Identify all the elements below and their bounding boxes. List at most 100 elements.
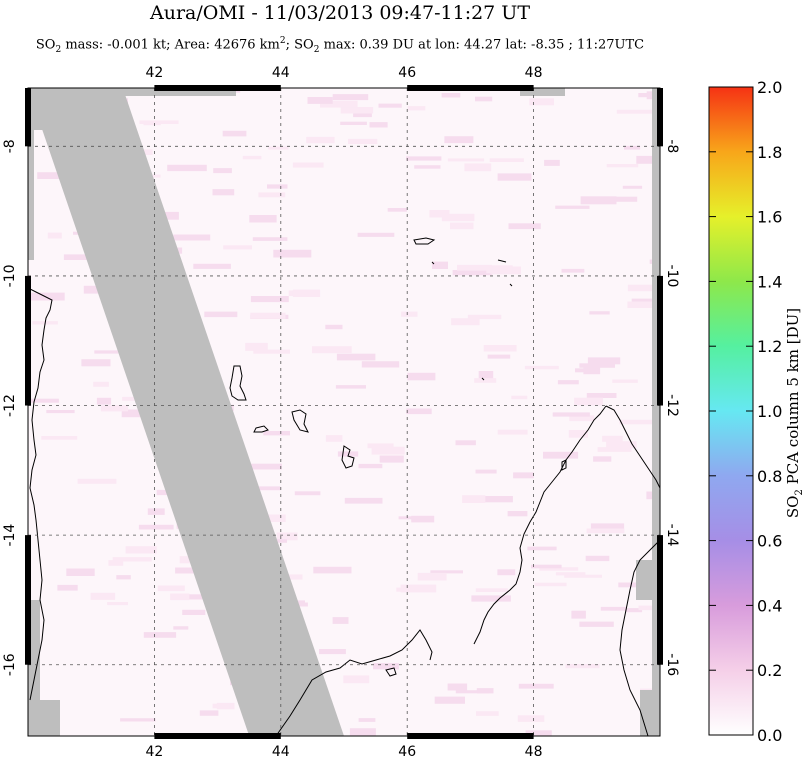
coastline-madagascar-north xyxy=(473,405,607,645)
noise-streak xyxy=(586,528,625,534)
noise-streak xyxy=(90,592,116,600)
noise-streak xyxy=(565,664,600,669)
noise-streak xyxy=(41,436,78,440)
colorbar-ticks: 0.0 0.2 0.4 0.6 0.8 1.0 1.2 1.4 1.6 1.8 2.0 xyxy=(709,78,782,745)
noise-streak xyxy=(511,395,528,400)
noise-streak xyxy=(579,363,615,368)
island-small-1 xyxy=(431,261,435,265)
colorbar-tick-label: 0.8 xyxy=(757,467,782,486)
island-aldabra xyxy=(413,237,436,245)
frame-bar xyxy=(25,88,31,147)
noise-streak xyxy=(497,429,528,435)
noise-streak xyxy=(348,138,378,144)
y-tick-label: -10 xyxy=(664,264,680,287)
noise-streak xyxy=(534,582,567,587)
noise-streak xyxy=(593,456,612,462)
noise-streak xyxy=(486,265,513,274)
noise-streak xyxy=(569,415,595,422)
noise-streak xyxy=(441,93,461,98)
noise-streak xyxy=(524,365,559,370)
noise-streak xyxy=(447,683,468,691)
noise-streak xyxy=(121,409,141,418)
noise-streak xyxy=(555,572,586,576)
noise-streak xyxy=(250,312,286,319)
noise-streak xyxy=(387,208,407,212)
frame-bar xyxy=(25,275,31,406)
island-small-3 xyxy=(509,283,513,287)
noise-streak xyxy=(143,632,177,638)
island-nosy-be xyxy=(561,459,567,471)
noise-streak xyxy=(157,585,185,592)
noise-streak xyxy=(455,440,476,446)
noise-streak xyxy=(378,103,402,108)
noise-streak xyxy=(441,213,475,222)
coastline-madagascar-east xyxy=(605,405,660,489)
noise-streak xyxy=(622,185,643,189)
y-tick-label: -16 xyxy=(664,653,680,676)
noise-streak xyxy=(93,381,109,387)
noise-streak xyxy=(212,189,235,196)
noise-streak xyxy=(407,106,426,111)
noise-streak xyxy=(429,210,450,218)
noise-streak xyxy=(340,107,374,114)
noise-streak xyxy=(606,441,637,449)
noise-streak xyxy=(94,350,119,354)
noise-streak xyxy=(398,516,415,520)
y-tick-label: -8 xyxy=(664,139,680,153)
noise-streak xyxy=(407,372,436,381)
noise-streak xyxy=(585,555,610,562)
noise-streak xyxy=(29,398,59,403)
noise-streak xyxy=(253,349,290,354)
noise-streak xyxy=(474,378,497,383)
noise-streak xyxy=(349,728,376,736)
noise-streak xyxy=(575,368,590,373)
noise-streak xyxy=(400,584,437,593)
noise-streak xyxy=(332,94,369,101)
noise-streak xyxy=(100,405,128,412)
noise-streak xyxy=(353,110,372,118)
colorbar-tick-label: 0.4 xyxy=(757,596,782,615)
y-tick-label: -12 xyxy=(664,394,680,417)
noise-streak xyxy=(125,546,157,554)
noise-streak xyxy=(245,463,282,470)
noise-streak xyxy=(417,572,447,581)
noise-streak xyxy=(46,410,75,414)
noise-streak xyxy=(587,357,621,365)
noise-streak xyxy=(612,379,638,383)
noise-streak xyxy=(325,435,343,442)
colorbar-tick-label: 1.4 xyxy=(757,272,782,291)
frame-bar xyxy=(407,85,534,91)
noise-streak xyxy=(307,97,333,104)
noise-streak xyxy=(544,159,560,166)
noise-streak xyxy=(276,532,298,541)
noise-streak xyxy=(606,164,639,168)
noise-streak xyxy=(467,314,502,320)
noise-streak xyxy=(583,366,601,375)
noise-streak xyxy=(223,245,252,250)
noise-streak xyxy=(590,523,625,529)
noise-streak xyxy=(476,711,499,716)
frame-bar xyxy=(25,535,31,665)
noise-streak xyxy=(306,136,335,144)
noise-streak xyxy=(213,168,232,174)
noise-streak xyxy=(193,263,231,269)
noise-streak xyxy=(457,264,493,271)
no-data-edge-right xyxy=(636,88,660,736)
noise-streak xyxy=(47,232,62,239)
noise-streak xyxy=(586,393,617,398)
coastline-mozambique xyxy=(275,629,433,736)
noise-streak xyxy=(357,232,395,237)
noise-streak xyxy=(112,557,152,562)
y-tick-label: -16 xyxy=(2,653,18,676)
island-anjouan xyxy=(291,409,309,433)
noise-streak xyxy=(616,109,657,114)
frame-bar xyxy=(154,733,281,739)
noise-streak xyxy=(600,606,627,611)
island-moheli xyxy=(253,425,269,433)
noise-streak xyxy=(267,184,288,189)
x-tick-label: 46 xyxy=(398,744,416,759)
noise-streak xyxy=(406,408,432,415)
coastline-africa xyxy=(28,287,53,701)
colorbar-tick-label: 0.6 xyxy=(757,532,782,551)
